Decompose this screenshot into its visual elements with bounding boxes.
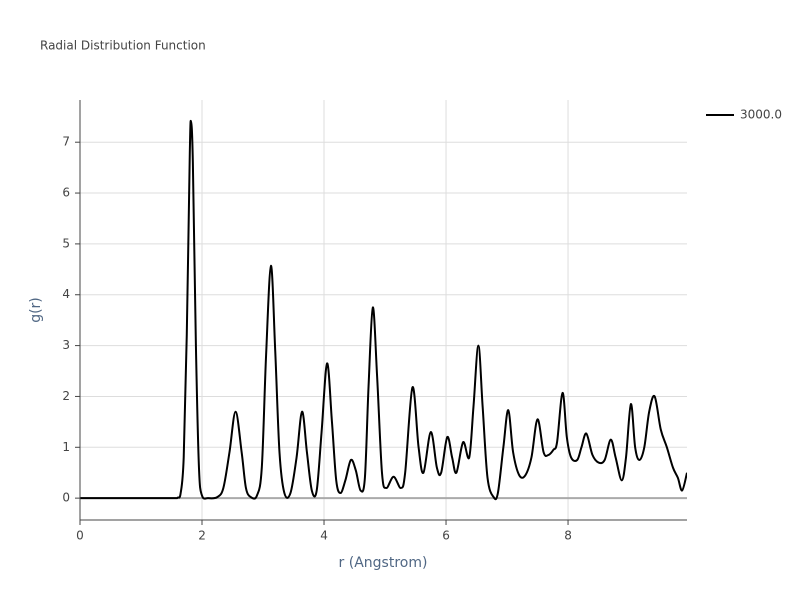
y-tick-label: 6 — [62, 186, 70, 200]
y-tick-label: 1 — [62, 440, 70, 454]
plot-area — [80, 119, 687, 501]
y-tick-label: 7 — [62, 135, 70, 149]
x-tick-label: 0 — [76, 529, 84, 543]
y-tick-label: 5 — [62, 236, 70, 250]
data-line — [80, 119, 687, 501]
y-tick-label: 0 — [62, 491, 70, 505]
x-axis-title: r (Angstrom) — [339, 555, 428, 571]
grid — [79, 100, 687, 520]
x-tick-label: 4 — [320, 529, 328, 543]
legend-label: 3000.0 — [740, 108, 782, 122]
y-tick-label: 4 — [62, 287, 70, 301]
x-tick-label: 8 — [564, 529, 572, 543]
y-axis-title: g(r) — [28, 297, 44, 323]
y-tick-label: 3 — [62, 338, 70, 352]
x-tick-label: 2 — [198, 529, 206, 543]
chart-title: Radial Distribution Function — [40, 39, 206, 53]
y-tick-label: 2 — [62, 389, 70, 403]
x-tick-label: 6 — [442, 529, 450, 543]
